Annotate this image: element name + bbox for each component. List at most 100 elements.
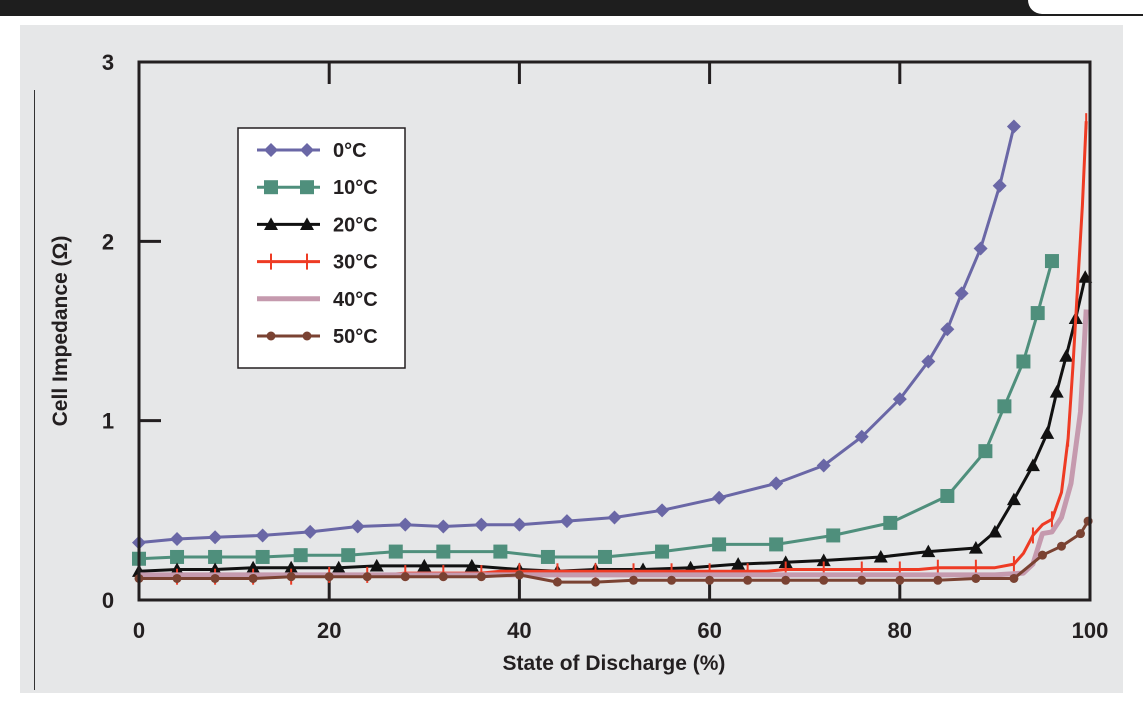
data-point-20c [1025,458,1040,472]
data-point-10c [341,548,356,563]
legend-item-20c: 20°C [257,214,378,236]
data-point-50c [590,577,600,587]
data-point-20c [1006,492,1021,506]
legend-item-10c: 10°C [257,177,378,199]
y-tick-label: 1 [102,409,114,434]
data-point-20c [873,549,888,563]
data-point-10c [388,544,403,559]
legend-label: 50°C [333,326,378,348]
series-50c [134,516,1093,587]
data-point-10c [540,549,555,564]
data-point-50c [172,573,182,583]
data-point-0c [992,178,1007,193]
y-tick-label: 2 [102,229,114,254]
data-point-0c [892,392,907,407]
data-point-0c [607,510,622,525]
data-point-20c [331,560,346,574]
data-point-0c [769,476,784,491]
x-tick-label: 100 [1072,618,1109,643]
data-point-50c [514,570,524,580]
data-point-50c [1075,529,1085,539]
data-point-0c [303,524,318,539]
data-point-0c [398,517,413,532]
x-tick-label: 60 [697,618,721,643]
data-point-50c [667,575,677,585]
data-point-50c [895,575,905,585]
data-point-20c [1049,384,1064,398]
data-point-10c [1044,254,1059,269]
data-point-50c [933,575,943,585]
data-point-20c [417,558,432,572]
top-tab-shape [1028,0,1143,14]
x-tick-label: 0 [133,618,145,643]
legend-marker [302,331,312,341]
y-axis-title: Cell Impedance (Ω) [49,236,72,427]
data-point-10c [493,544,508,559]
data-point-20c [246,560,261,574]
data-point-50c [1056,541,1066,551]
data-point-10c [997,399,1012,414]
legend-marker [264,180,278,195]
legend-marker [300,143,314,157]
data-point-0c [712,490,727,505]
series-10c [132,254,1059,566]
data-point-10c [597,549,612,564]
data-point-50c [362,572,372,582]
data-point-10c [826,528,841,543]
data-point-0c [816,458,831,473]
series-layer [132,113,1093,587]
legend-label: 0°C [333,140,367,162]
data-point-50c [857,575,867,585]
legend-marker [300,217,314,230]
legend-label: 20°C [333,214,378,236]
data-point-20c [1059,349,1074,362]
data-point-20c [1040,426,1055,439]
data-point-50c [971,573,981,583]
data-point-50c [819,575,829,585]
legend-item-30c: 30°C [257,252,378,274]
data-point-10c [436,544,451,559]
x-tick-label: 80 [888,618,912,643]
data-point-0c [436,519,451,534]
data-point-50c [400,572,410,582]
legend-marker [264,143,278,157]
legend-item-0c: 0°C [257,140,367,162]
data-point-20c [987,524,1002,538]
data-point-10c [769,537,784,552]
data-point-50c [324,572,334,582]
data-point-10c [712,537,727,552]
data-point-0c [921,354,936,369]
legend-label: 30°C [333,252,378,274]
top-dark-bar [0,0,1143,16]
data-point-10c [655,544,670,559]
x-tick-label: 20 [317,618,341,643]
series-0c [132,119,1021,550]
data-point-50c [476,572,486,582]
data-point-20c [968,540,983,554]
data-point-20c [284,560,299,574]
data-point-0c [559,514,574,529]
data-point-10c [208,549,223,564]
x-tick-label: 40 [507,618,531,643]
legend-marker [300,180,314,195]
data-point-0c [208,530,223,545]
legend-label: 10°C [333,177,378,199]
data-point-0c [940,322,955,337]
data-point-20c [731,557,746,570]
legend-item-40c: 40°C [257,289,378,311]
side-rule-line [34,90,35,690]
data-point-0c [512,517,527,532]
plot-frame [137,60,1092,602]
data-point-0c [655,503,670,518]
data-point-50c [248,573,258,583]
data-point-10c [1030,306,1045,321]
data-point-50c [552,577,562,587]
data-point-10c [170,549,185,564]
data-point-20c [369,558,384,572]
data-point-50c [781,575,791,585]
data-point-50c [210,573,220,583]
x-axis-ticks: 0 20 40 60 80 100 [133,62,1108,643]
legend-marker [264,217,278,230]
series-line-10c [138,260,1054,561]
